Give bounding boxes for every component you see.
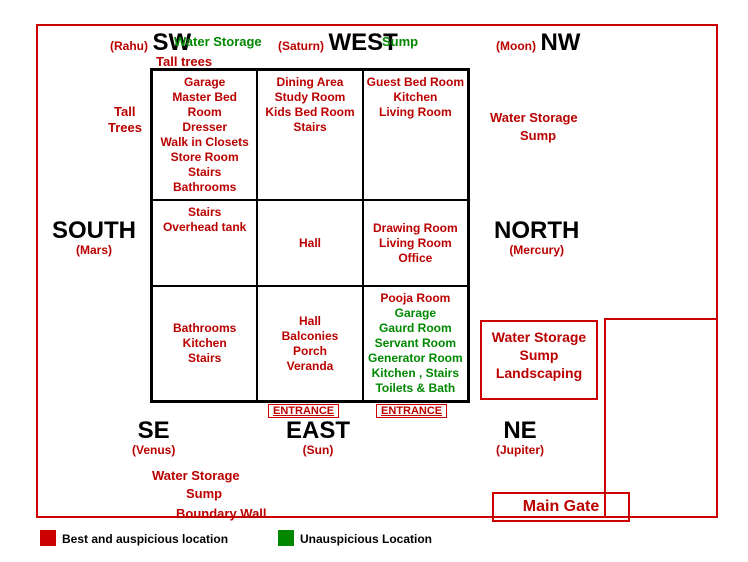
cell-item: Kitchen: [155, 336, 254, 351]
planet-se: (Venus): [132, 444, 175, 457]
outside-label-water_storage_nw: Water Storage: [490, 110, 578, 125]
cell-item: Pooja Room: [366, 291, 465, 306]
dir-west: (Saturn) WEST: [278, 30, 398, 56]
dir-south: SOUTH (Mars): [52, 218, 136, 258]
cell-item: Veranda: [260, 359, 359, 374]
legend-best-text: Best and auspicious location: [62, 532, 228, 546]
cell-item: Balconies: [260, 329, 359, 344]
cell-item: Bathrooms: [155, 180, 254, 195]
ne-sidebox-line: Sump: [486, 346, 592, 364]
cell-item: Generator Room: [366, 351, 465, 366]
cell-item: Garage: [366, 306, 465, 321]
dir-south-label: SOUTH: [52, 217, 136, 244]
entrance-east-1: ENTRANCE: [268, 404, 339, 418]
vastu-grid: GarageMaster Bed RoomDresserWalk in Clos…: [150, 68, 470, 403]
cell-item: Hall: [260, 236, 359, 251]
cell-item: Toilets & Bath: [366, 381, 465, 396]
cell-item: Servant Room: [366, 336, 465, 351]
cell-w: Dining AreaStudy RoomKids Bed RoomStairs: [257, 70, 362, 200]
dir-nw: (Moon) NW: [496, 30, 580, 56]
outside-label-boundary_wall: Boundary Wall: [176, 506, 267, 521]
cell-item: Kitchen: [366, 90, 465, 105]
dir-nw-label: NW: [540, 29, 580, 56]
cell-item: Store Room: [155, 150, 254, 165]
cell-item: Master Bed Room: [155, 90, 254, 120]
cell-item: Office: [366, 251, 465, 266]
outside-label-water_storage_w: Water Storage: [174, 34, 262, 49]
dir-east-label: EAST: [286, 417, 350, 444]
cell-item: Walk in Closets: [155, 135, 254, 150]
cell-item: Stairs: [155, 165, 254, 180]
ne-vertical-extension: [604, 318, 718, 518]
cell-item: Kitchen , Stairs: [366, 366, 465, 381]
cell-item: Dining Area: [260, 75, 359, 90]
outside-label-water_storage_se: Water Storage: [152, 468, 240, 483]
ne-sidebox-line: Water Storage: [486, 328, 592, 346]
legend-unauspicious-text: Unauspicious Location: [300, 532, 432, 546]
cell-s: StairsOverhead tank: [152, 200, 257, 286]
outside-label-tall_trees_left2: Trees: [108, 120, 142, 135]
ne-sidebox: Water StorageSumpLandscaping: [480, 320, 598, 400]
planet-ne: (Jupiter): [496, 444, 544, 457]
cell-center: Hall: [257, 200, 362, 286]
cell-nw: Guest Bed RoomKitchenLiving Room: [363, 70, 468, 200]
cell-item: Bathrooms: [155, 321, 254, 336]
dir-se-label: SE: [138, 417, 170, 444]
dir-east: EAST (Sun): [286, 418, 350, 458]
dir-se: SE (Venus): [132, 418, 175, 458]
legend-best-swatch: [40, 530, 56, 546]
dir-north-label: NORTH: [494, 217, 579, 244]
planet-west: (Saturn): [278, 39, 324, 53]
cell-item: Guest Bed Room: [366, 75, 465, 90]
dir-north: NORTH (Mercury): [494, 218, 579, 258]
ne-sidebox-line: Landscaping: [486, 364, 592, 382]
cell-item: Kids Bed Room: [260, 105, 359, 120]
cell-sw: GarageMaster Bed RoomDresserWalk in Clos…: [152, 70, 257, 200]
cell-item: Study Room: [260, 90, 359, 105]
dir-ne: NE (Jupiter): [496, 418, 544, 458]
planet-north: (Mercury): [494, 244, 579, 257]
cell-item: Dresser: [155, 120, 254, 135]
cell-item: Drawing Room: [366, 221, 465, 236]
outside-label-sump_nw: Sump: [520, 128, 556, 143]
planet-sw: (Rahu): [110, 39, 148, 53]
legend-unauspicious-swatch: [278, 530, 294, 546]
outside-label-sump_se: Sump: [186, 486, 222, 501]
cell-item: Garage: [155, 75, 254, 90]
dir-ne-label: NE: [503, 417, 536, 444]
cell-item: Overhead tank: [155, 220, 254, 235]
cell-item: Hall: [260, 314, 359, 329]
cell-ne: Pooja RoomGarageGaurd RoomServant RoomGe…: [363, 286, 468, 401]
cell-item: Stairs: [260, 120, 359, 135]
cell-item: Living Room: [366, 236, 465, 251]
planet-south: (Mars): [52, 244, 136, 257]
cell-se: BathroomsKitchenStairs: [152, 286, 257, 401]
cell-item: Porch: [260, 344, 359, 359]
cell-item: Stairs: [155, 351, 254, 366]
outside-label-tall_trees_top: Tall trees: [156, 54, 212, 69]
cell-e: HallBalconiesPorchVeranda: [257, 286, 362, 401]
entrance-east-2: ENTRANCE: [376, 404, 447, 418]
cell-n: Drawing RoomLiving RoomOffice: [363, 200, 468, 286]
cell-item: Stairs: [155, 205, 254, 220]
cell-item: Gaurd Room: [366, 321, 465, 336]
outside-label-tall_trees_left1: Tall: [114, 104, 135, 119]
outside-label-sump_w: Sump: [382, 34, 418, 49]
planet-east: (Sun): [286, 444, 350, 457]
planet-nw: (Moon): [496, 39, 536, 53]
cell-item: Living Room: [366, 105, 465, 120]
